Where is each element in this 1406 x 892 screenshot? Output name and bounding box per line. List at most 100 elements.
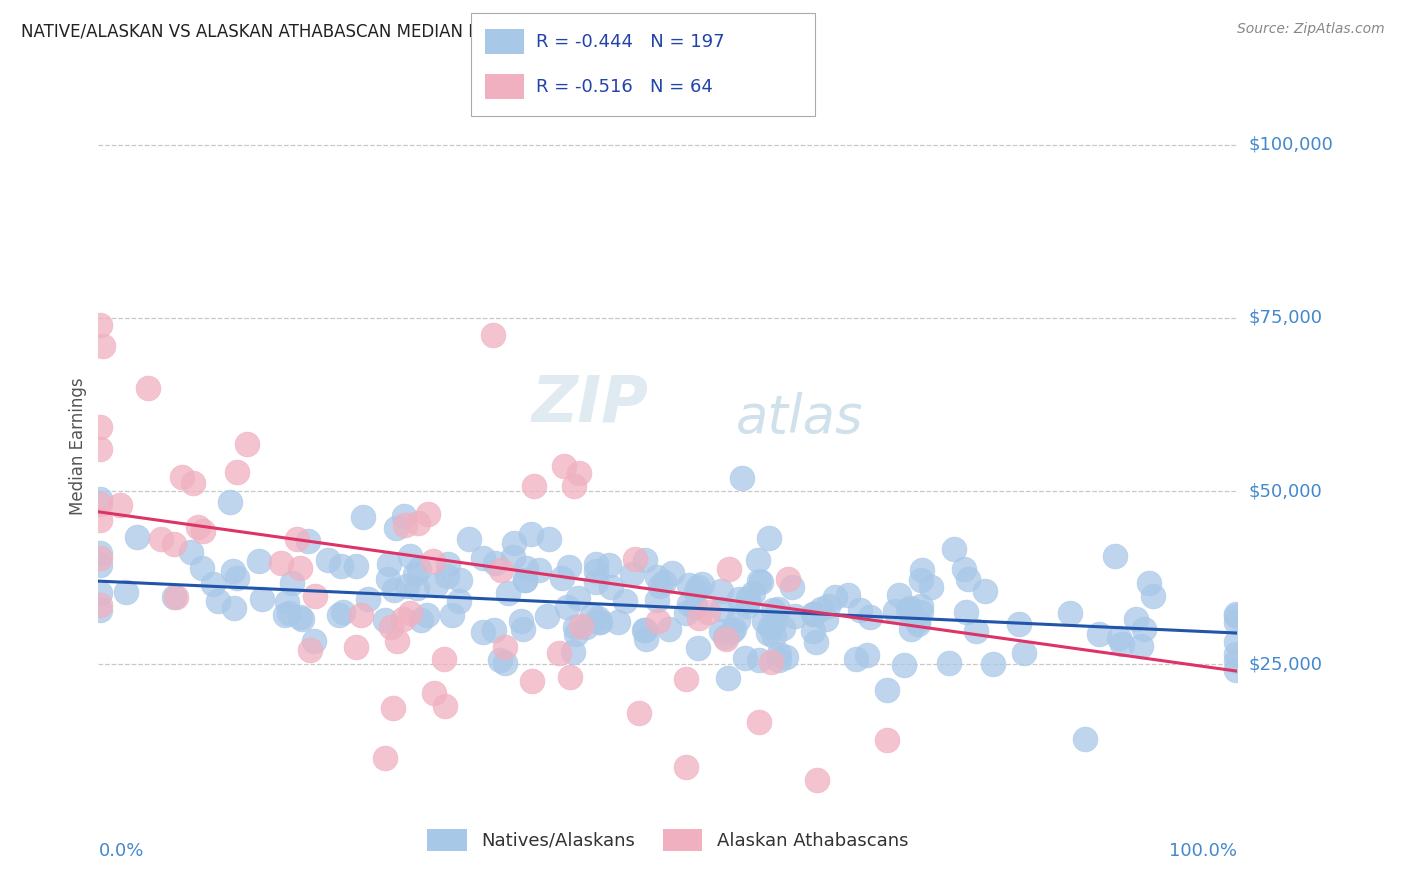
- Point: [749, 575, 772, 590]
- Point: [627, 706, 650, 720]
- Point: [938, 656, 960, 670]
- Point: [416, 608, 439, 623]
- Point: [814, 612, 837, 626]
- Point: [437, 557, 460, 571]
- Point: [768, 653, 790, 667]
- Point: [423, 686, 446, 700]
- Point: [973, 584, 995, 599]
- Point: [405, 566, 427, 581]
- Point: [515, 561, 537, 575]
- Point: [392, 612, 415, 626]
- Point: [193, 524, 215, 539]
- Point: [678, 597, 700, 611]
- Point: [748, 653, 770, 667]
- Point: [222, 600, 245, 615]
- Point: [589, 615, 612, 629]
- Point: [690, 576, 713, 591]
- Point: [399, 606, 422, 620]
- Point: [1225, 609, 1247, 624]
- Point: [458, 532, 481, 546]
- Point: [565, 627, 588, 641]
- Point: [718, 562, 741, 576]
- Point: [380, 619, 402, 633]
- Point: [91, 339, 114, 353]
- Point: [568, 466, 591, 480]
- Point: [433, 652, 456, 666]
- Point: [758, 620, 780, 634]
- Text: 0.0%: 0.0%: [98, 842, 143, 860]
- Point: [675, 672, 697, 686]
- Point: [1012, 646, 1035, 660]
- Point: [278, 606, 301, 620]
- Point: [1137, 575, 1160, 590]
- Point: [285, 533, 308, 547]
- Point: [498, 585, 520, 599]
- Point: [772, 621, 794, 635]
- Point: [876, 682, 898, 697]
- Point: [502, 535, 524, 549]
- Point: [1088, 626, 1111, 640]
- Point: [1225, 664, 1247, 678]
- Point: [270, 556, 292, 570]
- Point: [561, 645, 583, 659]
- Point: [778, 572, 800, 586]
- Point: [513, 573, 536, 587]
- Point: [406, 581, 429, 595]
- Point: [374, 751, 396, 765]
- Point: [1074, 731, 1097, 746]
- Point: [614, 594, 637, 608]
- Point: [697, 605, 720, 619]
- Point: [907, 617, 929, 632]
- Point: [920, 581, 942, 595]
- Point: [633, 624, 655, 638]
- Y-axis label: Median Earnings: Median Earnings: [69, 377, 87, 515]
- Point: [558, 670, 581, 684]
- Point: [688, 641, 710, 656]
- Point: [274, 607, 297, 622]
- Point: [737, 591, 759, 605]
- Point: [735, 599, 758, 613]
- Point: [519, 526, 541, 541]
- Point: [756, 626, 779, 640]
- Point: [344, 640, 367, 654]
- Point: [1111, 636, 1133, 650]
- Point: [89, 497, 111, 511]
- Point: [956, 572, 979, 586]
- Point: [645, 570, 668, 584]
- Point: [803, 607, 825, 621]
- Point: [766, 602, 789, 616]
- Point: [713, 630, 735, 644]
- Point: [332, 606, 354, 620]
- Point: [89, 558, 111, 572]
- Point: [731, 471, 754, 485]
- Point: [728, 591, 751, 606]
- Point: [898, 600, 921, 615]
- Point: [447, 594, 470, 608]
- Point: [887, 588, 910, 602]
- Point: [607, 615, 630, 629]
- Point: [538, 532, 561, 546]
- Text: $50,000: $50,000: [1249, 482, 1322, 500]
- Point: [344, 558, 367, 573]
- Point: [527, 564, 550, 578]
- Point: [394, 517, 416, 532]
- Point: [803, 607, 825, 621]
- Point: [89, 420, 111, 434]
- Point: [768, 647, 790, 661]
- Point: [564, 620, 586, 634]
- Point: [624, 552, 647, 566]
- Point: [911, 563, 934, 577]
- Point: [330, 558, 353, 573]
- Point: [780, 580, 803, 594]
- Point: [806, 635, 828, 649]
- Point: [817, 599, 839, 614]
- Legend: Natives/Alaskans, Alaskan Athabascans: Natives/Alaskans, Alaskan Athabascans: [420, 822, 915, 858]
- Point: [489, 563, 512, 577]
- Point: [398, 549, 420, 563]
- Point: [585, 558, 607, 572]
- Point: [221, 564, 243, 578]
- Point: [396, 579, 419, 593]
- Point: [352, 510, 374, 524]
- Point: [89, 513, 111, 527]
- Point: [742, 586, 765, 600]
